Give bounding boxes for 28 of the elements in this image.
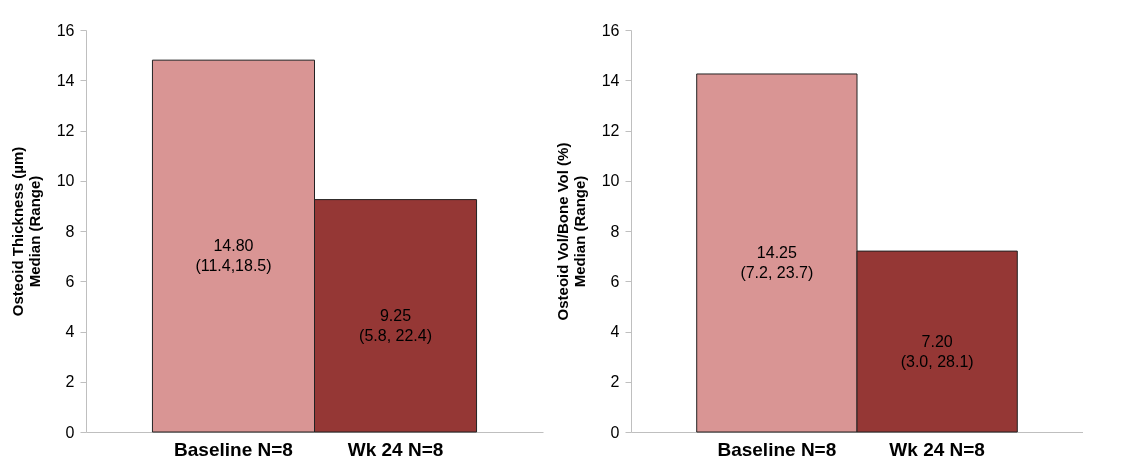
y-tick-label: 6 [610,272,620,290]
y-tick-label: 4 [610,323,620,340]
data-label: 14.25 (7.2, 23.7) [740,243,814,281]
data-label: 14.80 (11.4,18.5) [195,237,272,275]
y-tick-label: 10 [56,172,75,190]
y-tick-label: 6 [65,272,75,290]
data-label: 9.25 (5.8, 22.4) [359,306,432,344]
y-tick-label: 8 [610,222,620,240]
y-tick-label: 2 [610,373,620,391]
y-axis-title: Osteoid Vol/Bone Vol (%) Median (Range) [553,142,588,321]
y-tick-label: 12 [601,122,620,139]
y-tick-label: 2 [65,373,75,391]
y-tick-label: 4 [65,323,75,340]
x-tick-label: Baseline N=8 [174,438,293,460]
y-tick-label: 16 [601,21,620,39]
y-tick-label: 16 [56,21,75,39]
y-tick-label: 10 [601,172,620,190]
x-tick-label: Baseline N=8 [717,438,837,460]
y-axis-title: Osteoid Thickness (µm) Median (Range) [8,146,43,317]
y-tick-label: 0 [65,423,75,441]
y-tick-label: 12 [56,122,75,139]
data-label: 7.20 (3.0, 28.1) [900,332,974,370]
y-tick-label: 8 [65,222,75,240]
y-tick-label: 14 [601,71,620,89]
x-tick-label: Wk 24 N=8 [347,438,444,460]
y-tick-label: 0 [610,423,620,441]
y-tick-label: 14 [56,71,75,89]
x-tick-label: Wk 24 N=8 [889,438,985,460]
